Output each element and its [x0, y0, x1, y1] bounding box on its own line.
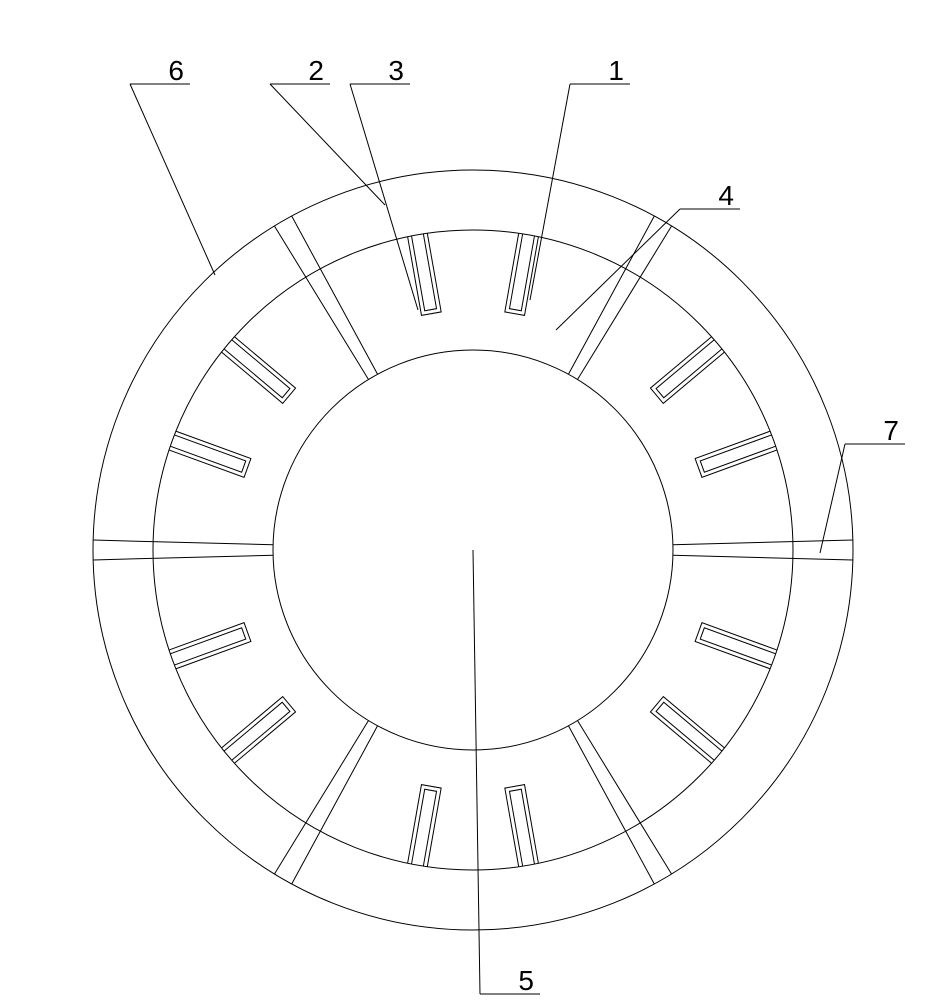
label-text: 1 — [608, 55, 624, 86]
label-text: 5 — [518, 965, 534, 996]
label-text: 2 — [308, 55, 324, 86]
label-text: 7 — [883, 415, 899, 446]
label-text: 4 — [718, 180, 734, 211]
ring-diagram: 1 2 3 4 5 6 7 — [0, 0, 946, 1000]
label-text: 6 — [168, 55, 184, 86]
label-text: 3 — [388, 55, 404, 86]
